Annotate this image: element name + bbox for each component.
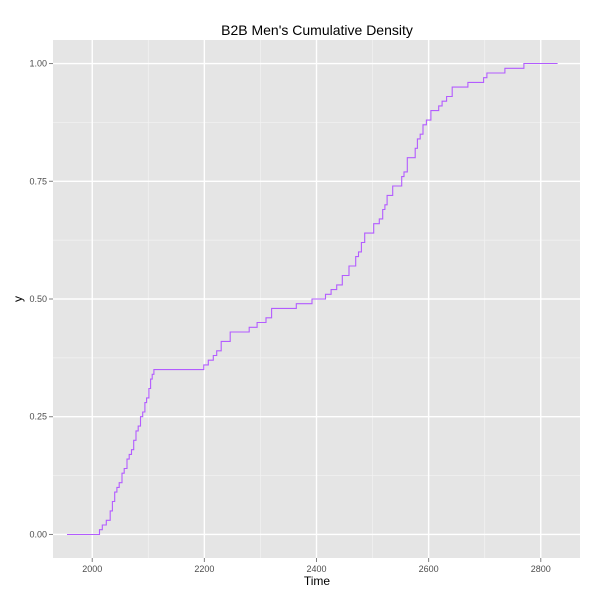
x-tick-label: 2800 [531,564,551,574]
series-line [67,62,558,536]
x-axis: 2000 2200 2400 2600 2800 [82,558,551,574]
x-tick-label: 2600 [419,564,439,574]
y-axis: 0.00 0.25 0.50 0.75 1.00 [29,59,53,539]
x-tick-label: 2400 [306,564,326,574]
y-tick-label: 0.25 [29,412,47,422]
chart-title: B2B Men's Cumulative Density [221,22,413,38]
y-tick-label: 1.00 [29,59,47,69]
y-axis-title: y [11,296,25,302]
y-tick-label: 0.00 [29,529,47,539]
x-tick-label: 2200 [194,564,214,574]
x-tick-label: 2000 [82,564,102,574]
y-tick-label: 0.75 [29,176,47,186]
x-axis-title: Time [304,574,331,588]
series-layer [67,62,558,536]
y-tick-label: 0.50 [29,294,47,304]
